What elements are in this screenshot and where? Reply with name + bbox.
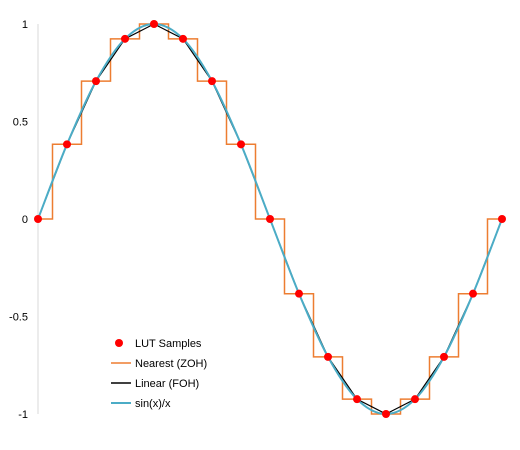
lut-sample-point [121, 34, 129, 43]
lut-sample-point [382, 410, 390, 418]
lut-sample-point [237, 140, 245, 149]
lut-sample-point [498, 215, 506, 223]
lut-sample-point [295, 289, 303, 298]
lut-sample-point [266, 215, 274, 223]
lut-sample-point [208, 77, 216, 86]
lut-sample-point [179, 34, 187, 43]
y-tick-label: -0.5 [9, 312, 28, 324]
legend-label: LUT Samples [135, 338, 202, 350]
lut-sample-point [411, 395, 419, 404]
y-tick-label: -1 [18, 409, 28, 421]
y-tick-label: 0 [22, 214, 28, 226]
legend-label: sin(x)/x [135, 398, 171, 410]
markers-layer [34, 20, 506, 418]
legend-label: Nearest (ZOH) [135, 358, 207, 370]
legend: LUT Samples Nearest (ZOH) Linear (FOH) sin(… [111, 338, 207, 410]
lut-sample-point [353, 395, 361, 404]
lut-sample-point [34, 215, 42, 223]
lut-sample-point [440, 352, 448, 361]
y-tick-label: 0.5 [13, 117, 28, 129]
lut-sample-point [92, 77, 100, 86]
lut-sample-point [324, 352, 332, 361]
axes: 1 0.5 0 -0.5 -1 [9, 19, 39, 421]
y-tick-label: 1 [22, 19, 28, 31]
lut-sample-point [469, 289, 477, 298]
lut-sample-point [63, 140, 71, 149]
legend-label: Linear (FOH) [135, 378, 199, 390]
lut-sample-point [150, 20, 158, 28]
legend-marker-lut-samples [115, 339, 123, 347]
